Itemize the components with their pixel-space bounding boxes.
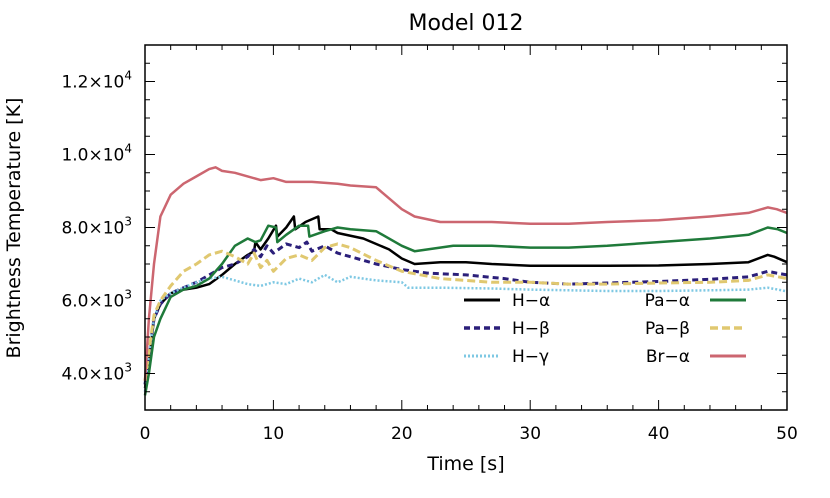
y-tick-label-1: 6.0×103 [61,288,132,312]
legend-label-5: Br−α [646,347,690,367]
series-line-2 [143,273,788,392]
legend-label-4: Pa−β [645,319,690,339]
x-tick-label-0: 0 [140,424,151,444]
y-tick-label-0: 4.0×103 [61,361,132,385]
x-tick-label-3: 30 [519,424,541,444]
legend-label-0: H−α [512,291,550,311]
series-line-3 [143,224,788,396]
legend-label-2: H−γ [512,347,549,367]
plot-lines [143,166,788,396]
y-axis-label: Brightness Temperature [K] [3,98,25,359]
x-axis-label: Time [s] [426,453,504,475]
series-line-4 [143,242,788,381]
y-tick-label-2: 8.0×103 [61,215,132,239]
legend: H−α H−β H−γ Pa−α Pa−β Br−α [464,291,746,367]
y-tick-label-4: 1.2×104 [61,69,132,93]
legend-label-3: Pa−α [645,291,690,311]
axis-ticks: 0 10 20 30 40 50 4.0×103 6.0×103 8.0×103 1.0×104 1… [61,45,798,444]
x-tick-label-4: 40 [648,424,670,444]
series-line-0 [143,215,788,389]
x-tick-label-1: 10 [263,424,285,444]
x-tick-label-5: 50 [776,424,798,444]
x-tick-label-2: 20 [391,424,413,444]
legend-label-1: H−β [512,319,550,339]
series-line-5 [143,166,788,381]
y-tick-label-3: 1.0×104 [61,142,132,166]
chart-title: Model 012 [408,11,523,36]
